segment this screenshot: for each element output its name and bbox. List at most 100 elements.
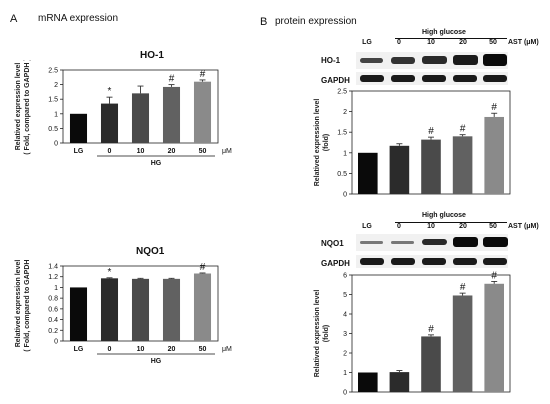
bar bbox=[358, 152, 378, 194]
y-tick-label: 5 bbox=[343, 292, 347, 299]
y-tick-label: 2.5 bbox=[48, 68, 58, 75]
significance-marker: * bbox=[108, 86, 112, 97]
bar bbox=[484, 116, 504, 194]
significance-marker: # bbox=[428, 126, 434, 137]
y-tick-label: 1 bbox=[343, 150, 347, 157]
y-tick-label: 0.5 bbox=[337, 171, 347, 178]
bar bbox=[100, 103, 119, 143]
y-axis-label: Relatived expression level bbox=[15, 63, 22, 151]
y-tick-label: 0 bbox=[54, 141, 58, 148]
blot-row-label: NQO1 bbox=[321, 239, 344, 248]
bar-chart-b-nqo1: 0 1 2 3 4 5 6 Relatived expression level (fold) #… bbox=[314, 270, 511, 397]
blot-row-label: GAPDH bbox=[321, 76, 350, 85]
significance-marker: # bbox=[428, 324, 434, 335]
y-tick-label: 1.5 bbox=[48, 97, 58, 104]
y-tick-label: 0 bbox=[54, 339, 58, 346]
lane-label: 10 bbox=[427, 223, 435, 230]
nqo1-blot-strip bbox=[356, 234, 508, 251]
significance-marker: # bbox=[169, 74, 175, 85]
y-tick-label: 6 bbox=[343, 273, 347, 280]
lane-label: 50 bbox=[489, 223, 497, 230]
lane-label: 0 bbox=[397, 223, 401, 230]
group-label: HG bbox=[151, 358, 162, 365]
gapdh-blot-strip bbox=[356, 72, 508, 85]
ast-unit-label: AST (μM) bbox=[508, 223, 539, 230]
significance-marker: # bbox=[491, 102, 497, 113]
gapdh-blot-strip bbox=[356, 255, 508, 268]
bar bbox=[193, 273, 212, 341]
y-tick-label: 3 bbox=[343, 331, 347, 338]
y-tick-label: 2 bbox=[54, 82, 58, 89]
lane-label: LG bbox=[362, 39, 372, 46]
x-tick-label: 0 bbox=[108, 346, 112, 353]
bar bbox=[421, 336, 441, 392]
chart-title-ho1: HO-1 bbox=[140, 50, 164, 61]
x-tick-label: 10 bbox=[137, 346, 145, 353]
significance-marker: # bbox=[460, 124, 466, 135]
y-axis-label: (fold) bbox=[323, 134, 330, 152]
lane-label: LG bbox=[362, 223, 372, 230]
lane-label: 10 bbox=[427, 39, 435, 46]
bar bbox=[69, 287, 88, 341]
y-tick-label: 2 bbox=[343, 351, 347, 358]
bar bbox=[131, 93, 150, 143]
bar bbox=[421, 139, 441, 194]
y-axis-label: Relatived expression level bbox=[314, 99, 321, 187]
lane-label: 20 bbox=[459, 39, 467, 46]
bar bbox=[162, 86, 181, 143]
x-tick-label: 50 bbox=[199, 148, 207, 155]
bar-chart-b-ho1: 0 0.5 1 1.5 2 2.5 Relatived expression level (f… bbox=[314, 89, 511, 199]
blot-row-label: GAPDH bbox=[321, 259, 350, 268]
x-tick-label: 10 bbox=[137, 148, 145, 155]
x-tick-label: 0 bbox=[108, 148, 112, 155]
y-tick-label: 1 bbox=[54, 111, 58, 118]
y-tick-label: 0 bbox=[343, 192, 347, 199]
panel-a-letter: A bbox=[10, 13, 18, 25]
blot-row-label: HO-1 bbox=[321, 56, 341, 65]
high-glucose-label: High glucose bbox=[422, 29, 466, 36]
y-tick-label: 1.4 bbox=[48, 264, 58, 271]
y-tick-label: 0.4 bbox=[48, 317, 58, 324]
significance-marker: * bbox=[108, 267, 112, 278]
y-tick-label: 0.2 bbox=[48, 328, 58, 335]
lane-label: 20 bbox=[459, 223, 467, 230]
significance-marker: # bbox=[460, 282, 466, 293]
panel-a-heading: mRNA expression bbox=[38, 13, 119, 24]
y-tick-label: 1 bbox=[343, 370, 347, 377]
bar bbox=[389, 372, 410, 392]
y-tick-label: 0.8 bbox=[48, 296, 58, 303]
x-tick-label: LG bbox=[74, 346, 84, 353]
y-tick-label: 1 bbox=[54, 285, 58, 292]
bar bbox=[452, 136, 473, 194]
high-glucose-bracket bbox=[395, 38, 507, 39]
ast-unit-label: AST (μM) bbox=[508, 39, 539, 46]
bar bbox=[452, 295, 473, 392]
panel-b-heading: protein expression bbox=[275, 16, 357, 27]
y-tick-label: 4 bbox=[343, 312, 347, 319]
x-tick-label: 50 bbox=[199, 346, 207, 353]
panel-b-letter: B bbox=[260, 16, 268, 28]
lane-label: 50 bbox=[489, 39, 497, 46]
y-tick-label: 2 bbox=[343, 109, 347, 116]
bar bbox=[193, 81, 212, 143]
y-axis-label: ( Fold, compared to GAPDH ) bbox=[24, 258, 31, 352]
bar bbox=[100, 278, 119, 341]
high-glucose-bracket bbox=[395, 222, 507, 223]
significance-marker: # bbox=[200, 69, 206, 80]
unit-label: μM bbox=[222, 346, 232, 353]
y-tick-label: 0.6 bbox=[48, 306, 58, 313]
y-axis-label: Relatived expression level bbox=[15, 260, 22, 348]
bar-chart-a-nqo1: 0 0.2 0.4 0.6 0.8 1 1.2 1.4 Relatived expression… bbox=[15, 258, 232, 365]
high-glucose-label: High glucose bbox=[422, 212, 466, 219]
y-axis-label: ( Fold, compared to GAPDH ) bbox=[24, 60, 31, 155]
y-axis-label: (fold) bbox=[323, 325, 330, 343]
y-tick-label: 0.5 bbox=[48, 126, 58, 133]
unit-label: μM bbox=[222, 148, 232, 155]
bar bbox=[484, 283, 504, 392]
x-tick-label: 20 bbox=[168, 346, 176, 353]
ho1-blot-strip bbox=[356, 52, 508, 69]
y-tick-label: 0 bbox=[343, 390, 347, 397]
bar bbox=[389, 145, 410, 194]
bar bbox=[162, 278, 181, 341]
bar bbox=[69, 113, 88, 143]
